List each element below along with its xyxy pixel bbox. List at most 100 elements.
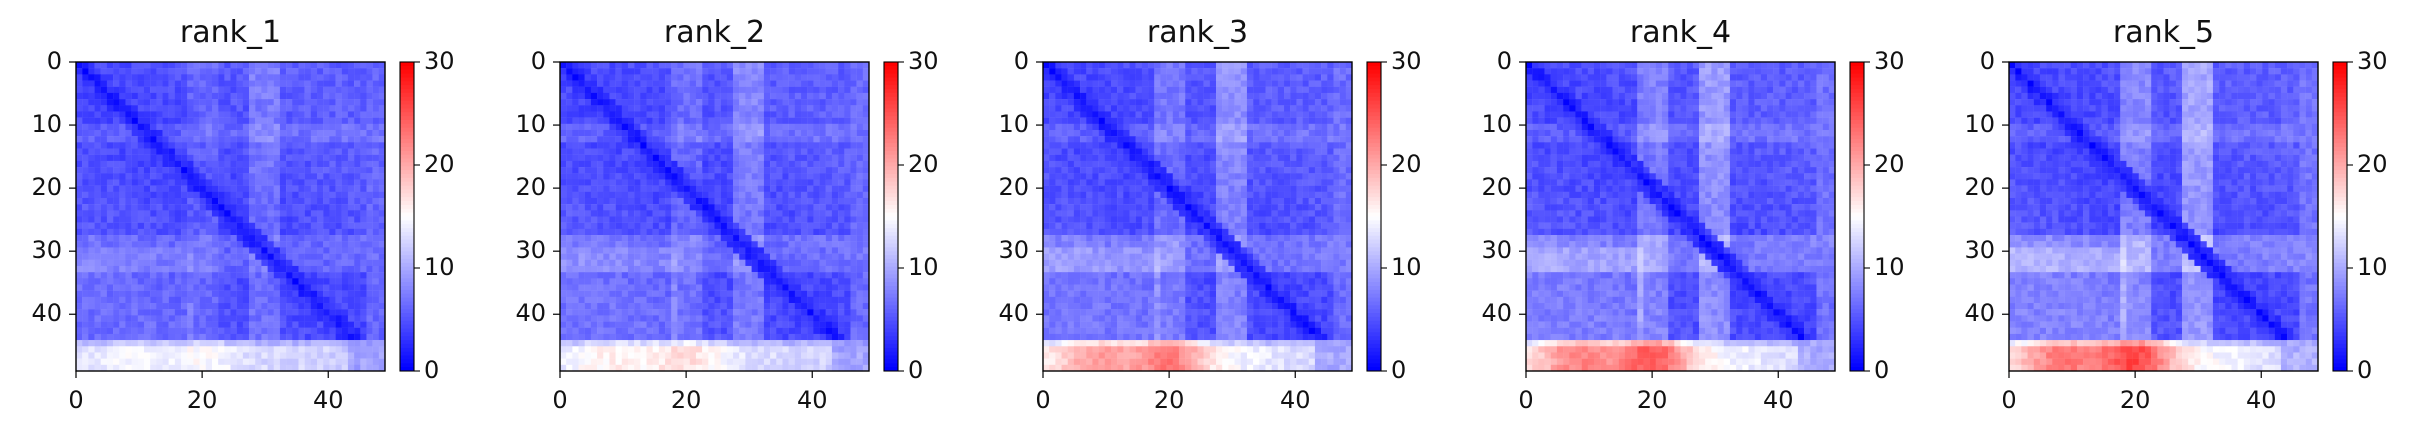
heatmap-cell bbox=[609, 105, 616, 112]
heatmap-cell bbox=[310, 303, 318, 310]
heatmap-cell bbox=[825, 247, 833, 254]
heatmap-cell bbox=[640, 62, 647, 69]
heatmap-cell bbox=[671, 333, 678, 341]
heatmap-cell bbox=[242, 333, 250, 341]
heatmap-cell bbox=[726, 86, 734, 94]
heatmap-cell bbox=[360, 123, 367, 131]
heatmap-cell bbox=[566, 117, 573, 124]
heatmap-cell bbox=[572, 148, 579, 155]
heatmap-cell bbox=[757, 241, 765, 248]
heatmap-cell bbox=[113, 241, 120, 248]
heatmap-cell bbox=[652, 272, 660, 279]
heatmap-cell bbox=[597, 241, 604, 248]
heatmap-cell bbox=[726, 117, 734, 124]
heatmap-cell bbox=[261, 62, 268, 69]
heatmap-cell bbox=[317, 235, 324, 242]
heatmap-cell bbox=[658, 222, 666, 230]
heatmap-cell bbox=[763, 265, 771, 273]
heatmap-cell bbox=[137, 111, 145, 118]
heatmap-cell bbox=[627, 346, 635, 353]
heatmap-cell bbox=[621, 241, 629, 248]
heatmap-cell bbox=[187, 303, 194, 310]
heatmap-cell bbox=[609, 148, 616, 155]
heatmap-cell bbox=[677, 241, 684, 248]
heatmap-cell bbox=[825, 204, 833, 211]
heatmap-cell bbox=[677, 197, 684, 205]
heatmap-cell bbox=[242, 290, 250, 298]
heatmap-cell bbox=[88, 142, 95, 149]
heatmap-cell bbox=[236, 160, 244, 168]
heatmap-cell bbox=[726, 210, 734, 217]
heatmap-cell bbox=[838, 327, 845, 335]
heatmap-cell bbox=[658, 346, 666, 353]
heatmap-cell bbox=[603, 142, 610, 149]
heatmap-cell bbox=[242, 136, 250, 143]
heatmap-cell bbox=[788, 315, 796, 322]
heatmap-cell bbox=[695, 74, 703, 81]
heatmap-cell bbox=[187, 340, 194, 347]
heatmap-cell bbox=[702, 216, 709, 223]
heatmap-cell bbox=[88, 327, 95, 335]
heatmap-cell bbox=[150, 327, 157, 335]
heatmap-cell bbox=[267, 123, 274, 131]
heatmap-cell bbox=[310, 123, 318, 131]
heatmap-cell bbox=[708, 92, 715, 100]
heatmap-cell bbox=[76, 364, 83, 372]
heatmap-cell bbox=[646, 136, 653, 143]
heatmap-cell bbox=[329, 315, 336, 322]
heatmap-cell bbox=[825, 315, 833, 322]
heatmap-cell bbox=[236, 284, 244, 291]
heatmap-cell bbox=[113, 216, 120, 223]
heatmap-cell bbox=[733, 148, 740, 155]
heatmap-cell bbox=[665, 123, 672, 131]
heatmap-cell bbox=[230, 74, 237, 81]
heatmap-cell bbox=[341, 204, 349, 211]
heatmap-cell bbox=[720, 80, 728, 87]
heatmap-cell bbox=[82, 123, 89, 131]
heatmap-cell bbox=[751, 259, 758, 267]
heatmap-cell bbox=[782, 142, 789, 149]
heatmap-cell bbox=[658, 86, 666, 94]
heatmap-cell bbox=[615, 303, 622, 310]
heatmap-cell bbox=[168, 142, 176, 149]
heatmap-cell bbox=[578, 290, 585, 298]
heatmap-cell bbox=[856, 160, 864, 168]
heatmap-cell bbox=[255, 154, 262, 162]
heatmap-cell bbox=[317, 197, 324, 205]
heatmap-cell bbox=[372, 228, 380, 236]
heatmap-cell bbox=[156, 253, 163, 260]
heatmap-cell bbox=[181, 142, 188, 149]
heatmap-cell bbox=[689, 333, 697, 341]
heatmap-cell bbox=[354, 185, 361, 192]
heatmap-cell bbox=[751, 167, 758, 174]
heatmap-cell bbox=[76, 136, 83, 143]
heatmap-cell bbox=[850, 346, 857, 353]
heatmap-cell bbox=[354, 303, 361, 310]
heatmap-cell bbox=[199, 129, 206, 137]
heatmap-cell bbox=[689, 185, 697, 192]
heatmap-cell bbox=[763, 210, 771, 217]
heatmap-cell bbox=[279, 315, 287, 322]
heatmap-cell bbox=[156, 173, 163, 180]
heatmap-cell bbox=[825, 80, 833, 87]
heatmap-cell bbox=[739, 74, 746, 81]
heatmap-cell bbox=[640, 148, 647, 155]
heatmap-cell bbox=[113, 92, 120, 100]
heatmap-cell bbox=[187, 290, 194, 298]
heatmap-cell bbox=[230, 241, 237, 248]
heatmap-cell bbox=[82, 265, 89, 273]
heatmap-cell bbox=[94, 321, 101, 328]
heatmap-cell bbox=[310, 148, 318, 155]
heatmap-cell bbox=[776, 154, 783, 162]
heatmap-cell bbox=[782, 321, 789, 328]
heatmap-cell bbox=[603, 303, 610, 310]
heatmap-cell bbox=[733, 278, 740, 285]
heatmap-cell bbox=[366, 364, 373, 372]
heatmap-cell bbox=[708, 179, 715, 186]
heatmap-cell bbox=[224, 315, 231, 322]
heatmap-cell bbox=[125, 179, 132, 186]
heatmap-cell bbox=[615, 148, 622, 155]
heatmap-cell bbox=[720, 92, 728, 100]
heatmap-cell bbox=[119, 284, 126, 291]
heatmap-cell bbox=[590, 296, 598, 304]
